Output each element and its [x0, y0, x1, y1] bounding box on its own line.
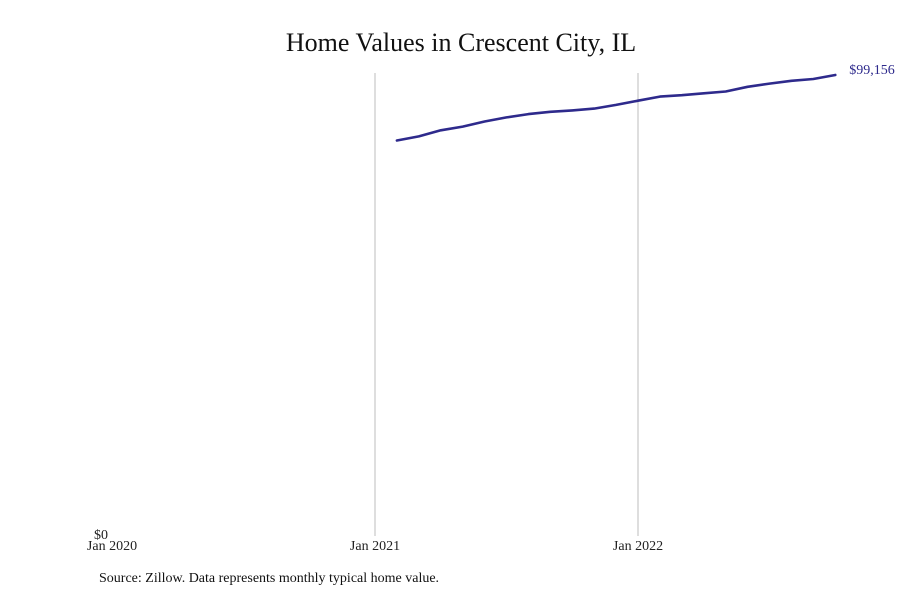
chart-title: Home Values in Crescent City, IL — [286, 28, 636, 57]
grid — [374, 73, 639, 536]
end-value-label: $99,156 — [849, 63, 895, 78]
axis-ticks: Jan 2020 Jan 2021 Jan 2022 $0 — [87, 528, 663, 554]
series-line — [395, 73, 837, 142]
x-tick-label: Jan 2020 — [87, 539, 137, 554]
source-note: Source: Zillow. Data represents monthly … — [99, 571, 440, 586]
x-tick-label: Jan 2022 — [613, 539, 663, 554]
y-tick-label: $0 — [94, 528, 108, 543]
series-line-group — [395, 73, 837, 142]
x-tick-label: Jan 2021 — [350, 539, 400, 554]
